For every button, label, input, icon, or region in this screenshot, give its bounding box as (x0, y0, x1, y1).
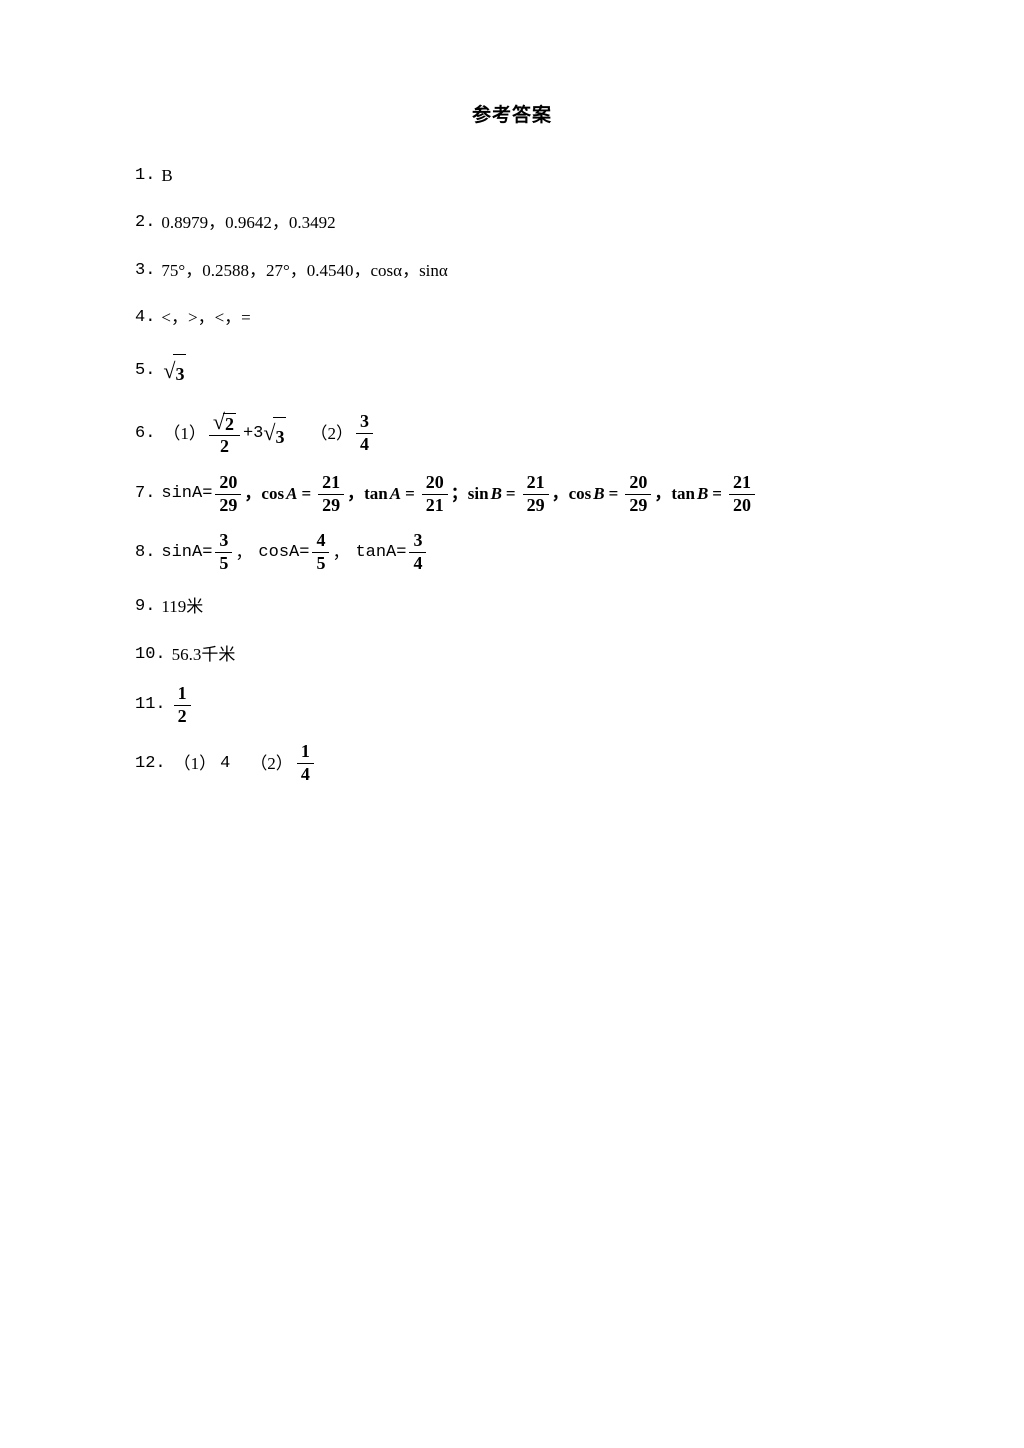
q10-num: 10. (135, 636, 166, 673)
q9-text: 119米 (161, 588, 203, 625)
q9-num: 9. (135, 588, 155, 625)
q7-ta-frac: 20 21 (422, 472, 448, 516)
q6-sqrt2: √ 3 (263, 409, 286, 457)
q2-num: 2. (135, 204, 155, 241)
q2-text: 0.8979，0.9642，0.3492 (161, 204, 335, 241)
q11-frac: 1 2 (174, 683, 191, 727)
q4-text: <，>，<，= (161, 299, 250, 336)
q12-p2-frac: 1 4 (297, 741, 314, 785)
q7-tb-frac: 21 20 (729, 472, 755, 516)
q8-ta-l: tanA= (355, 534, 406, 571)
q7-ta-v: A (390, 475, 401, 512)
q7-sb-v: B (491, 475, 502, 512)
answer-6: 6. （1） √ 2 2 +3 √ 3 （2） 3 4 (135, 409, 889, 458)
q7-c3: ， (552, 475, 569, 512)
q7-sb-frac: 21 29 (523, 472, 549, 516)
q6-p1-frac: √ 2 2 (209, 409, 240, 458)
q7-eq3: = (506, 475, 516, 512)
q7-eq2: = (405, 475, 415, 512)
answer-7: 7. sinA= 20 29 ， cos A = 21 29 ， tan A =… (135, 472, 889, 516)
q6-sqrt1: √ 2 (213, 409, 236, 435)
q7-eq1: = (301, 475, 311, 512)
answer-10: 10. 56.3千米 (135, 636, 889, 673)
q12-num: 12. (135, 745, 166, 782)
q12-p2-label: （2） (250, 745, 293, 782)
q3-text: 75°，0.2588，27°，0.4540，cosα，sinα (161, 252, 447, 289)
answer-4: 4. <，>，<，= (135, 299, 889, 336)
q7-cb-frac: 20 29 (625, 472, 651, 516)
q1-text: B (161, 157, 172, 194)
q12-p1-label: （1） (174, 745, 217, 782)
q6-plus: +3 (243, 415, 263, 452)
q8-ca-l: cosA= (258, 534, 309, 571)
q7-semi: ； (451, 475, 468, 512)
q7-ca-v: A (286, 475, 297, 512)
q7-eq5: = (712, 475, 722, 512)
q7-tb-l: tan (671, 475, 695, 512)
q7-num: 7. (135, 475, 155, 512)
answer-3: 3. 75°，0.2588，27°，0.4540，cosα，sinα (135, 252, 889, 289)
q5-sqrt: √ 3 (163, 347, 186, 395)
q7-ca-l: cos (261, 475, 284, 512)
q7-sina: sinA= (161, 475, 212, 512)
q12-p1-val: 4 (220, 745, 230, 782)
q7-cb-v: B (593, 475, 604, 512)
q10-text: 56.3千米 (172, 636, 236, 673)
q6-p1-label: （1） (163, 415, 206, 452)
q6-p2-label: （2） (310, 415, 353, 452)
q6-num: 6. (135, 415, 155, 452)
q7-c1: ， (244, 475, 261, 512)
answer-5: 5. √ 3 (135, 347, 889, 395)
q7-tb-v: B (697, 475, 708, 512)
q8-ca-frac: 4 5 (312, 530, 329, 574)
q5-num: 5. (135, 352, 155, 389)
q6-p2-frac: 3 4 (356, 411, 373, 455)
q8-ta-frac: 3 4 (409, 530, 426, 574)
q8-c1: ， (235, 534, 252, 571)
answer-9: 9. 119米 (135, 588, 889, 625)
answer-1: 1. B (135, 157, 889, 194)
q3-num: 3. (135, 252, 155, 289)
q8-num: 8. (135, 534, 155, 571)
q7-sb-l: sin (468, 475, 489, 512)
q7-c2: ， (347, 475, 364, 512)
q7-c4: ， (654, 475, 671, 512)
q7-cb-l: cos (569, 475, 592, 512)
q8-c2: ， (332, 534, 349, 571)
answer-8: 8. sinA= 3 5 ， cosA= 4 5 ， tanA= 3 4 (135, 530, 889, 574)
q8-sa-l: sinA= (161, 534, 212, 571)
answer-11: 11. 1 2 (135, 683, 889, 727)
q4-num: 4. (135, 299, 155, 336)
q7-eq4: = (609, 475, 619, 512)
q7-ta-l: tan (364, 475, 388, 512)
q1-num: 1. (135, 157, 155, 194)
answer-12: 12. （1） 4 （2） 1 4 (135, 741, 889, 785)
answer-2: 2. 0.8979，0.9642，0.3492 (135, 204, 889, 241)
q7-sa-frac: 20 29 (215, 472, 241, 516)
q8-sa-frac: 3 5 (215, 530, 232, 574)
page-title: 参考答案 (135, 100, 889, 127)
document-content: 参考答案 1. B 2. 0.8979，0.9642，0.3492 3. 75°… (0, 0, 1024, 785)
q11-num: 11. (135, 686, 166, 723)
q7-ca-frac: 21 29 (318, 472, 344, 516)
